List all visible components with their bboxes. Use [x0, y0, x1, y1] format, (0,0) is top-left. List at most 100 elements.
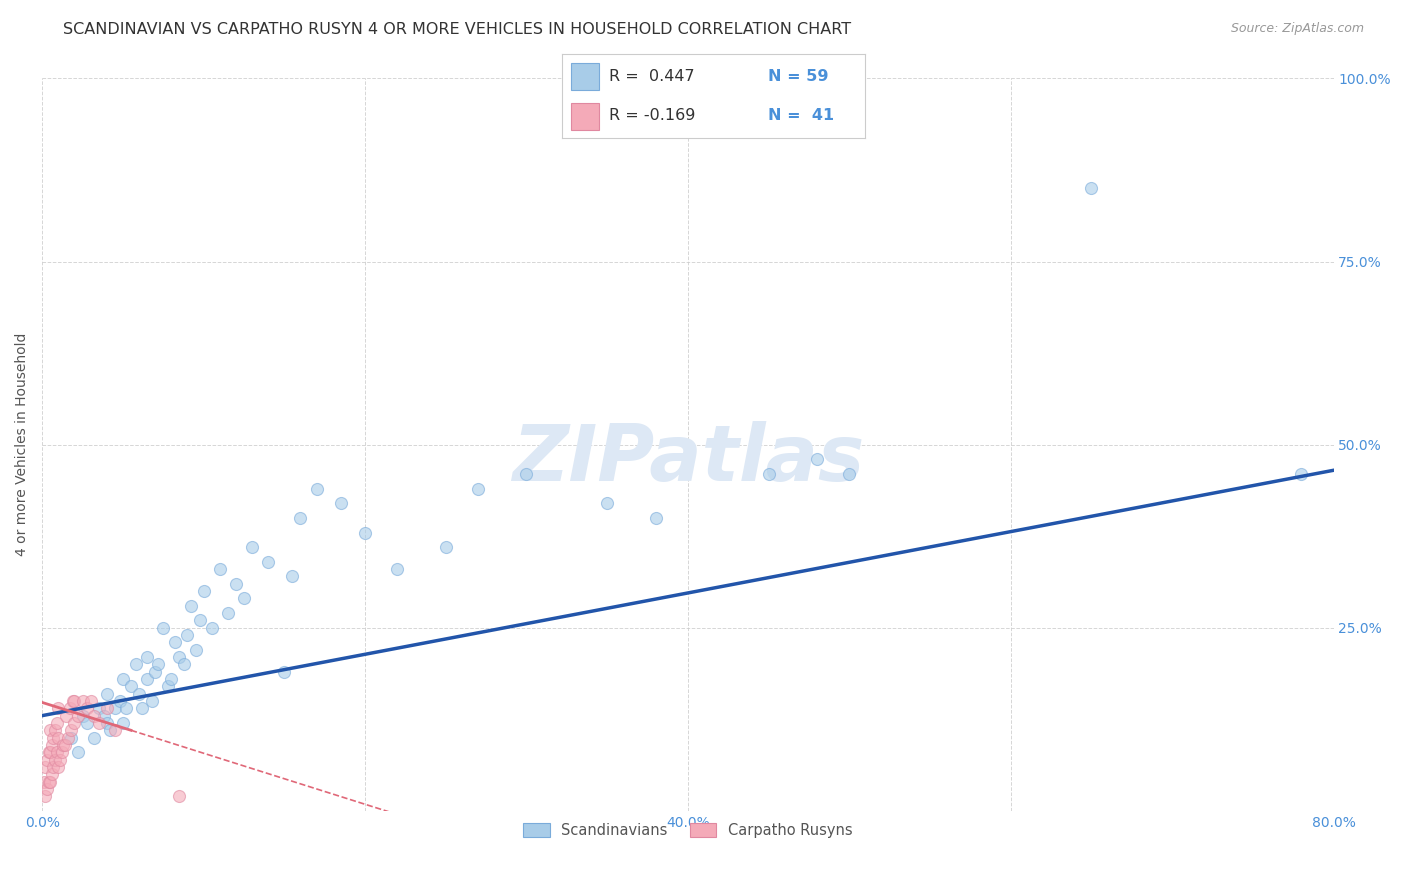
Point — [66, 708, 89, 723]
Point — [111, 672, 134, 686]
Point — [120, 679, 142, 693]
Point — [240, 540, 263, 554]
Point — [83, 731, 105, 745]
Point — [190, 614, 212, 628]
Point — [76, 701, 98, 715]
Point — [96, 701, 118, 715]
Point — [208, 562, 231, 576]
Point — [354, 525, 377, 540]
Point — [169, 650, 191, 665]
Point — [35, 753, 58, 767]
Text: Source: ZipAtlas.com: Source: ZipAtlas.com — [1230, 22, 1364, 36]
Text: N =  41: N = 41 — [768, 108, 834, 123]
Text: N = 59: N = 59 — [768, 69, 828, 84]
Point — [41, 738, 63, 752]
Point — [184, 642, 207, 657]
Point — [87, 715, 110, 730]
Point — [1289, 467, 1312, 481]
Point — [63, 694, 86, 708]
Text: SCANDINAVIAN VS CARPATHO RUSYN 4 OR MORE VEHICLES IN HOUSEHOLD CORRELATION CHART: SCANDINAVIAN VS CARPATHO RUSYN 4 OR MORE… — [63, 22, 852, 37]
Point — [176, 628, 198, 642]
Point — [55, 708, 77, 723]
FancyBboxPatch shape — [571, 103, 599, 130]
Point — [180, 599, 202, 613]
Text: ZIPatlas: ZIPatlas — [512, 421, 863, 498]
Point — [83, 708, 105, 723]
Point — [201, 621, 224, 635]
Point — [290, 511, 312, 525]
Point — [387, 562, 409, 576]
Point — [41, 767, 63, 781]
Point — [233, 591, 256, 606]
Point — [44, 753, 66, 767]
Point — [111, 715, 134, 730]
Point — [51, 745, 73, 759]
Point — [136, 672, 159, 686]
Point — [32, 774, 55, 789]
Point — [98, 723, 121, 738]
Text: R =  0.447: R = 0.447 — [609, 69, 695, 84]
Point — [56, 731, 79, 745]
Point — [644, 511, 666, 525]
Point — [141, 694, 163, 708]
Point — [42, 760, 65, 774]
Point — [46, 731, 69, 745]
Point — [79, 694, 101, 708]
Point — [152, 621, 174, 635]
Point — [115, 701, 138, 715]
Point — [169, 789, 191, 804]
Point — [49, 753, 72, 767]
Point — [157, 679, 180, 693]
Point — [838, 467, 860, 481]
Point — [143, 665, 166, 679]
Legend: Scandinavians, Carpatho Rusyns: Scandinavians, Carpatho Rusyns — [517, 817, 858, 844]
Point — [434, 540, 457, 554]
Point — [173, 657, 195, 672]
Point — [96, 715, 118, 730]
Point — [281, 569, 304, 583]
Point — [38, 774, 60, 789]
Point — [96, 687, 118, 701]
Point — [163, 635, 186, 649]
Point — [45, 745, 67, 759]
Point — [46, 701, 69, 715]
Point — [38, 745, 60, 759]
Point — [467, 482, 489, 496]
Point — [108, 694, 131, 708]
Point — [104, 701, 127, 715]
Point — [39, 774, 62, 789]
Point — [305, 482, 328, 496]
Point — [148, 657, 170, 672]
Point — [125, 657, 148, 672]
Point — [63, 715, 86, 730]
Point — [329, 496, 352, 510]
Point — [72, 694, 94, 708]
Point — [76, 715, 98, 730]
Point — [136, 650, 159, 665]
Y-axis label: 4 or more Vehicles in Household: 4 or more Vehicles in Household — [15, 333, 30, 557]
Point — [45, 715, 67, 730]
Point — [62, 694, 84, 708]
Point — [66, 745, 89, 759]
Point — [257, 555, 280, 569]
Point — [44, 723, 66, 738]
Point — [758, 467, 780, 481]
Point — [128, 687, 150, 701]
Point — [34, 760, 56, 774]
Point — [515, 467, 537, 481]
Point — [806, 452, 828, 467]
Point — [131, 701, 153, 715]
Point — [225, 576, 247, 591]
Point — [42, 731, 65, 745]
Point — [104, 723, 127, 738]
Point — [87, 701, 110, 715]
Point — [35, 781, 58, 796]
Point — [39, 723, 62, 738]
Point — [52, 738, 75, 752]
Point — [93, 708, 115, 723]
Point — [60, 723, 83, 738]
Point — [60, 731, 83, 745]
Point — [1080, 181, 1102, 195]
Point — [273, 665, 295, 679]
FancyBboxPatch shape — [571, 62, 599, 90]
